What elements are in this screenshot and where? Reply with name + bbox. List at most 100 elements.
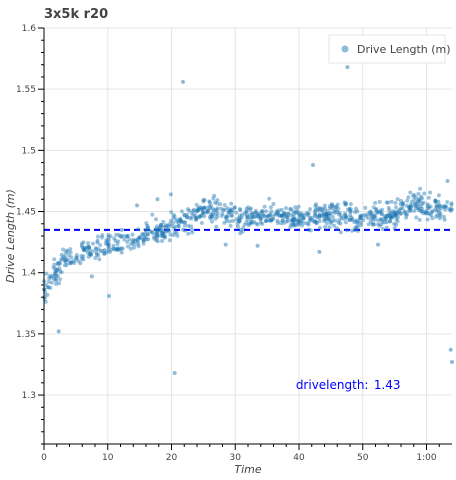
data-point: [291, 209, 296, 214]
data-point: [426, 195, 431, 200]
data-point: [391, 209, 396, 214]
data-point: [161, 224, 166, 229]
data-point: [296, 204, 301, 209]
data-point: [291, 215, 296, 219]
data-point: [269, 217, 274, 222]
data-point: [320, 208, 325, 213]
data-point: [146, 232, 150, 237]
data-point: [348, 202, 353, 207]
data-point: [69, 260, 74, 265]
data-point: [224, 215, 229, 220]
data-point: [244, 209, 249, 214]
data-point: [388, 213, 393, 218]
data-point: [297, 221, 301, 226]
data-point: [418, 186, 423, 191]
data-point: [265, 214, 270, 219]
data-point: [297, 213, 302, 218]
data-point: [186, 207, 190, 212]
data-point: [117, 246, 122, 251]
data-point: [299, 220, 303, 225]
data-point: [155, 197, 160, 202]
data-point: [305, 213, 310, 218]
data-point: [303, 212, 308, 217]
data-point: [202, 205, 207, 210]
data-point: [308, 228, 313, 233]
data-point: [329, 211, 334, 216]
data-point: [224, 214, 229, 219]
data-point: [130, 239, 135, 244]
data-point: [320, 210, 325, 215]
data-point: [171, 216, 176, 221]
data-point: [317, 249, 322, 254]
data-point: [145, 223, 150, 228]
data-point: [154, 228, 159, 233]
data-point: [150, 231, 155, 235]
data-point: [379, 212, 384, 217]
data-point: [317, 225, 322, 230]
data-point: [156, 227, 161, 232]
data-point: [379, 222, 384, 227]
data-point: [323, 206, 328, 211]
data-point: [86, 241, 91, 246]
data-point: [355, 221, 360, 226]
data-point: [165, 228, 169, 233]
data-point: [58, 261, 62, 266]
data-point: [89, 274, 94, 279]
data-point: [382, 217, 387, 222]
data-point: [376, 222, 381, 227]
data-point: [205, 209, 210, 213]
data-point: [435, 213, 440, 217]
data-point: [307, 215, 312, 220]
data-point: [296, 219, 301, 224]
data-point: [46, 285, 51, 290]
data-point: [338, 230, 343, 235]
data-point: [121, 233, 126, 238]
data-point: [134, 238, 139, 243]
data-point: [82, 247, 87, 252]
data-point: [405, 198, 410, 203]
data-point: [172, 224, 177, 229]
data-point: [398, 211, 403, 216]
data-point: [183, 220, 188, 225]
data-point: [172, 371, 177, 376]
data-point: [393, 200, 398, 205]
data-point: [295, 210, 299, 215]
data-point: [52, 277, 57, 281]
data-point: [115, 247, 120, 252]
data-point: [102, 251, 107, 256]
data-point: [414, 195, 419, 200]
data-point: [167, 238, 172, 243]
data-point: [433, 200, 438, 204]
data-point: [343, 202, 348, 207]
data-point: [346, 207, 351, 212]
data-point: [327, 225, 332, 230]
data-point: [395, 215, 400, 220]
data-point: [425, 204, 430, 208]
data-point: [254, 221, 259, 226]
data-point: [262, 204, 267, 209]
data-point: [210, 219, 215, 224]
data-point: [256, 212, 261, 216]
data-point: [293, 210, 298, 215]
data-point: [416, 202, 421, 207]
data-point: [291, 222, 296, 227]
data-point: [258, 215, 263, 220]
data-point: [207, 204, 212, 209]
data-point: [87, 246, 92, 251]
data-point: [253, 214, 258, 219]
data-point: [63, 258, 68, 263]
data-point: [298, 217, 303, 222]
data-point: [105, 242, 110, 247]
data-point: [292, 223, 297, 228]
data-point: [448, 347, 453, 352]
data-point: [405, 212, 409, 217]
data-point: [388, 219, 393, 224]
data-point: [239, 212, 244, 217]
data-point: [406, 195, 411, 200]
data-point: [180, 79, 185, 84]
data-point: [81, 254, 86, 259]
data-point: [64, 257, 69, 262]
data-point: [416, 199, 421, 204]
data-point: [399, 198, 403, 203]
